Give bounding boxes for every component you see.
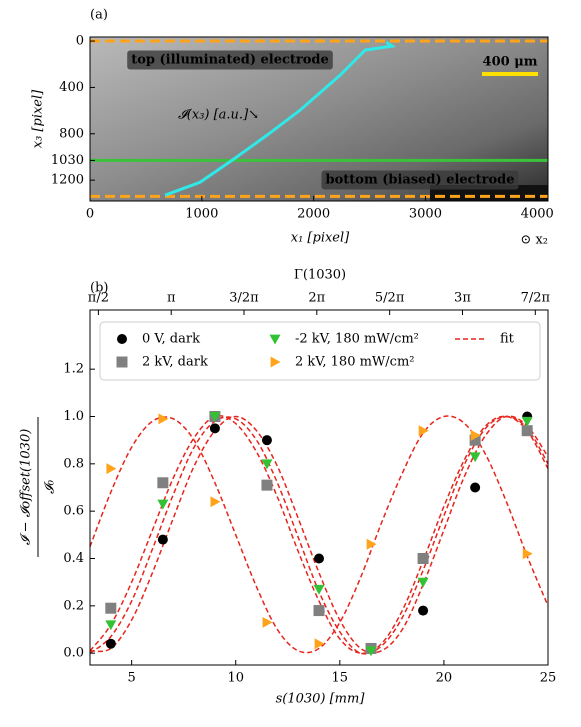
x-tick-label: 25 <box>540 671 557 686</box>
legend-marker <box>269 334 281 345</box>
marker <box>313 584 325 595</box>
marker <box>105 620 117 631</box>
fit-line <box>89 415 549 655</box>
marker <box>157 499 169 510</box>
axes-frame <box>89 309 549 666</box>
y-tick-label: 1030 <box>51 153 84 168</box>
y-tick-label: 0 <box>76 34 84 49</box>
corner-label: ⊙ x₂ <box>520 233 548 248</box>
scale-bar-label: 400 μm <box>483 55 538 70</box>
y-tick-label: 1200 <box>51 173 84 188</box>
legend-label: 2 kV, dark <box>142 355 208 370</box>
marker <box>105 638 116 649</box>
y-tick-label: 1.0 <box>63 409 84 424</box>
legend-label: 2 kV, 180 mW/cm² <box>295 355 415 370</box>
marker <box>262 616 273 628</box>
marker <box>365 646 377 657</box>
marker <box>261 479 273 491</box>
x2-tick-label: π <box>167 291 176 306</box>
x-axis-label: s(1030) [mm] <box>276 692 366 707</box>
marker <box>522 548 533 560</box>
legend-marker <box>117 334 127 344</box>
legend-marker <box>116 356 128 368</box>
y-tick-label: 0.4 <box>63 551 84 566</box>
x-tick-label: 4000 <box>521 207 554 222</box>
y-label-denominator: 𝓘₀ <box>43 479 58 494</box>
panel-label: (b) <box>90 281 108 296</box>
marker <box>157 534 168 545</box>
x-axis-label: x₁ [pixel] <box>291 231 350 246</box>
x2-tick-label: π/2 <box>88 291 109 306</box>
y-tick-label: 0.2 <box>63 598 84 613</box>
marker <box>469 434 481 446</box>
x-tick-label: 20 <box>436 671 453 686</box>
label-box <box>321 170 519 190</box>
fit-line <box>89 415 549 655</box>
x-tick-label: 3000 <box>409 207 442 222</box>
x-tick-label: 15 <box>332 671 349 686</box>
x2-tick-label: 3/2π <box>229 291 259 306</box>
label-box <box>127 50 333 70</box>
marker <box>210 496 221 508</box>
marker <box>469 452 481 463</box>
y-axis-label: x₃ [pixel] <box>31 89 46 148</box>
marker <box>261 435 272 446</box>
x-tick-label: 2000 <box>297 207 330 222</box>
profile-label: 𝓘(x₃) [a.u.]↘ <box>178 108 259 123</box>
x-tick-label: 10 <box>227 671 244 686</box>
marker <box>417 553 429 564</box>
x-tick-label: 1000 <box>185 207 218 222</box>
electrode-label: bottom (biased) electrode <box>326 173 515 188</box>
y-tick-label: 1.2 <box>63 362 84 377</box>
marker <box>106 463 117 475</box>
marker <box>105 602 117 614</box>
marker <box>158 413 169 425</box>
marker <box>470 482 481 493</box>
marker <box>209 412 221 422</box>
y-axis-label: 𝓘 − 𝓘offset(1030) 𝓘₀ <box>19 417 58 557</box>
marker <box>521 425 533 437</box>
x2-axis-label: Γ(1030) <box>294 268 346 283</box>
marker <box>417 577 429 588</box>
y-label-numerator: 𝓘 − 𝓘offset(1030) <box>19 429 34 546</box>
y-tick-label: 0.8 <box>63 456 84 471</box>
panel-label: (a) <box>90 8 108 23</box>
marker <box>418 425 429 437</box>
marker <box>366 538 377 550</box>
x2-tick-label: 3π <box>454 291 471 306</box>
profile-line <box>164 40 397 197</box>
y-tick-label: 0.6 <box>63 504 84 519</box>
marker <box>209 423 220 434</box>
axes-frame <box>89 36 549 202</box>
legend-box <box>99 321 541 381</box>
legend-label: fit <box>500 332 515 347</box>
x-tick-label: 5 <box>127 671 135 686</box>
marker <box>157 477 169 489</box>
y-tick-label: 400 <box>59 80 84 95</box>
y-tick-label: 800 <box>59 126 84 141</box>
marker <box>418 605 429 616</box>
x2-tick-label: 5/2π <box>375 291 405 306</box>
electrode-label: top (illuminated) electrode <box>131 53 329 68</box>
x2-tick-label: 2π <box>308 291 325 306</box>
legend-marker <box>270 356 281 368</box>
y-tick-label: 0.0 <box>63 646 84 661</box>
x-tick-label: 0 <box>86 207 94 222</box>
marker <box>314 638 325 650</box>
legend-label: 0 V, dark <box>142 332 200 347</box>
marker <box>314 553 324 564</box>
x2-tick-label: 7/2π <box>521 291 551 306</box>
marker <box>521 416 533 427</box>
legend-label: -2 kV, 180 mW/cm² <box>295 332 419 347</box>
marker <box>470 429 481 441</box>
marker <box>261 459 273 470</box>
marker <box>313 605 325 617</box>
